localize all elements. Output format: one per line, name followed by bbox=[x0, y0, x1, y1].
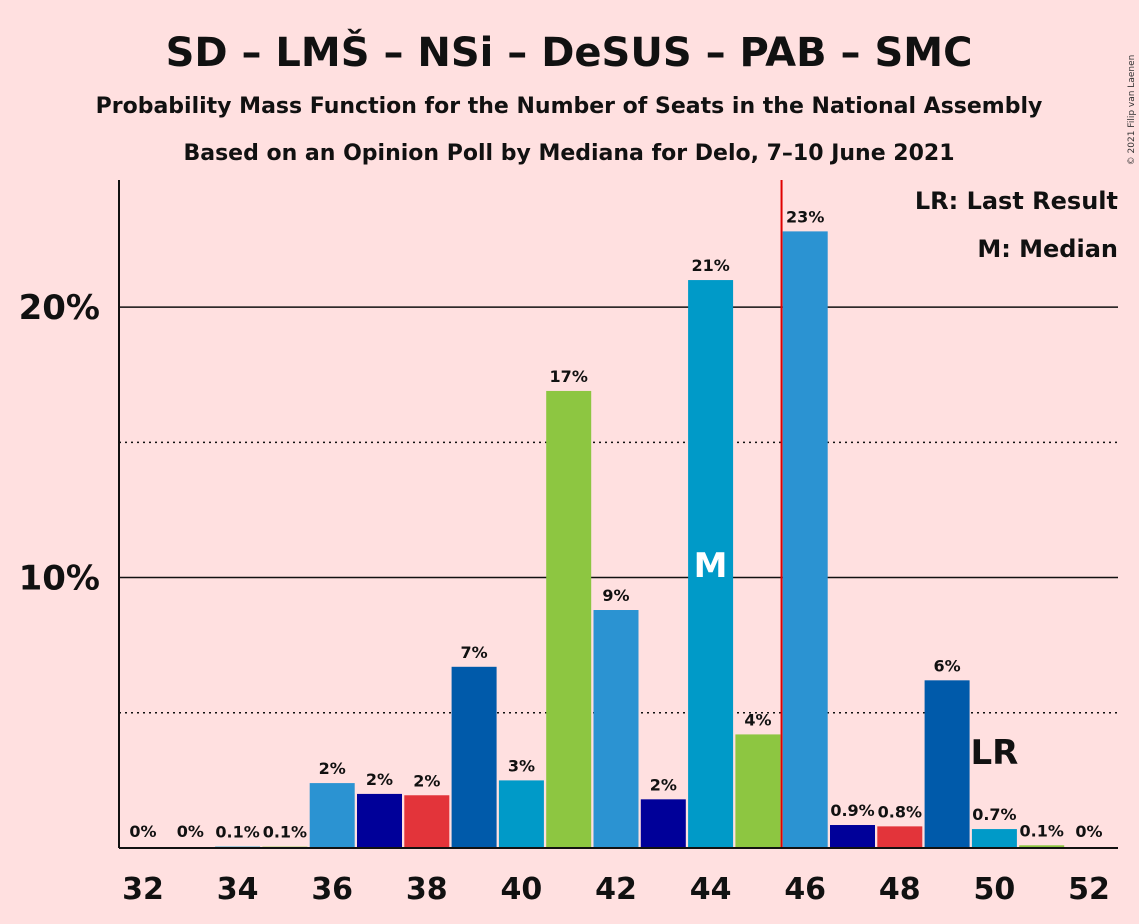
bar-label-seat-48: 0.8% bbox=[878, 802, 922, 821]
bar-label-seat-46: 23% bbox=[786, 207, 824, 226]
x-tick-label: 32 bbox=[122, 872, 164, 907]
bar-label-seat-47: 0.9% bbox=[830, 801, 874, 820]
bar-seat-50 bbox=[971, 829, 1017, 848]
x-tick-label: 40 bbox=[501, 872, 543, 907]
copyright-note: © 2021 Filip van Laenen bbox=[1127, 55, 1137, 166]
bar-seat-36 bbox=[309, 783, 355, 848]
bar-label-seat-38: 2% bbox=[413, 771, 440, 790]
bar-label-seat-41: 17% bbox=[550, 367, 588, 386]
bar-value-labels: 0% 0% 0.1% 0.1%2%2% 2%7%3%17%9%2%21%4%23%0.9… bbox=[129, 207, 1102, 841]
bar-seat-51 bbox=[1019, 845, 1065, 848]
bar-seat-43 bbox=[640, 799, 686, 848]
x-tick-label: 36 bbox=[311, 872, 353, 907]
bar-seat-38 bbox=[404, 795, 450, 848]
bar-seat-48 bbox=[877, 826, 923, 848]
bar-label-seat-36: 2% bbox=[319, 759, 346, 778]
bar-label-seat-40: 3% bbox=[508, 756, 535, 775]
bar-label-seat-45: 4% bbox=[744, 710, 771, 729]
x-tick-label: 48 bbox=[879, 872, 921, 907]
x-tick-label: 46 bbox=[784, 872, 826, 907]
bar-seat-44 bbox=[688, 280, 734, 848]
y-tick-label: 20% bbox=[19, 288, 100, 328]
bar-label-seat-44: 21% bbox=[691, 256, 729, 275]
chart-title: SD – LMŠ – NSi – DeSUS – PAB – SMC bbox=[166, 28, 973, 76]
y-tick-label: 10% bbox=[19, 559, 100, 599]
bar-label-seat-35: 0.1% bbox=[263, 823, 307, 842]
bar-label-seat-34: 0.1% bbox=[215, 823, 259, 842]
bar-label-seat-49: 6% bbox=[934, 656, 961, 675]
bars bbox=[215, 231, 1065, 848]
x-tick-label: 52 bbox=[1068, 872, 1110, 907]
bar-seat-41 bbox=[546, 390, 592, 848]
bar-label-seat-33: 0% bbox=[177, 822, 204, 841]
bar-seat-42 bbox=[593, 610, 639, 848]
bar-label-seat-43: 2% bbox=[650, 775, 677, 794]
bar-seat-47 bbox=[830, 825, 875, 848]
bar-seat-40 bbox=[498, 780, 544, 848]
bar-label-seat-50: 0.7% bbox=[972, 805, 1016, 824]
x-tick-label: 42 bbox=[595, 872, 637, 907]
chart-subtitle: Probability Mass Function for the Number… bbox=[96, 94, 1043, 119]
bar-label-seat-51: 0.1% bbox=[1020, 821, 1064, 840]
bar-label-seat-39: 7% bbox=[461, 643, 488, 662]
bar-seat-37 bbox=[357, 793, 402, 848]
bar-seat-49 bbox=[924, 680, 970, 848]
bar-label-seat-52: 0% bbox=[1075, 822, 1102, 841]
x-tick-label: 50 bbox=[974, 872, 1016, 907]
bar-seat-45 bbox=[735, 734, 781, 848]
bar-label-seat-42: 9% bbox=[602, 586, 629, 605]
last-result-marker: LR bbox=[970, 733, 1018, 773]
bar-seat-46 bbox=[782, 231, 828, 848]
chart-subtitle-source: Based on an Opinion Poll by Mediana for … bbox=[183, 141, 954, 166]
median-marker: M bbox=[694, 546, 728, 586]
bar-label-seat-37: 2% bbox=[366, 770, 393, 789]
legend-last-result: LR: Last Result bbox=[915, 187, 1118, 215]
bar-label-seat-32: 0% bbox=[129, 822, 156, 841]
legend-median: M: Median bbox=[977, 235, 1118, 263]
x-tick-label: 38 bbox=[406, 872, 448, 907]
axes: 10% 20% 32 34 36 38 40 42 44 46 48 50 52 bbox=[19, 180, 1118, 907]
bar-seat-39 bbox=[451, 666, 497, 848]
x-tick-label: 44 bbox=[690, 872, 732, 907]
x-tick-label: 34 bbox=[217, 872, 259, 907]
